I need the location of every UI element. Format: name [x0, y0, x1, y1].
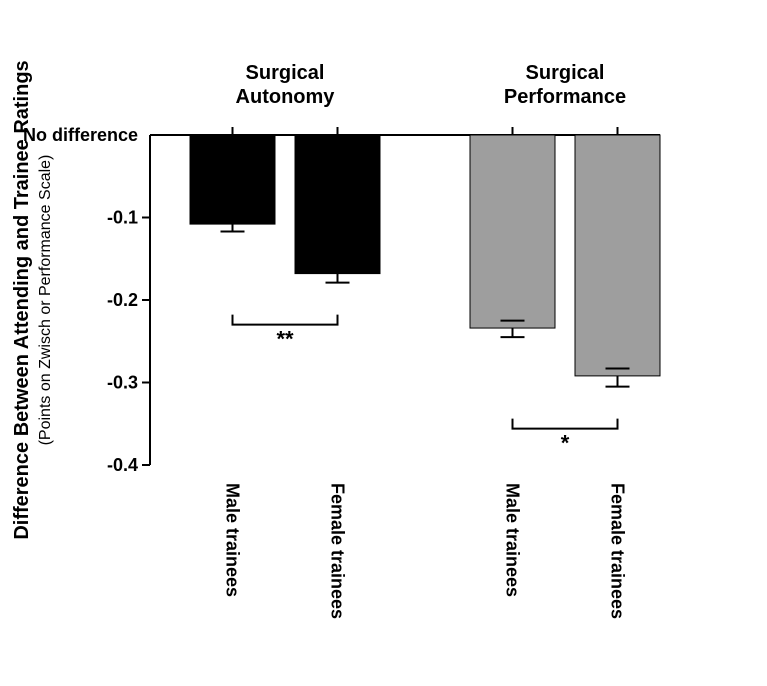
y-tick-label: -0.4 [107, 455, 138, 475]
bar [295, 135, 380, 274]
significance-label: ** [276, 327, 294, 352]
x-category-label: Male trainees [223, 483, 243, 597]
bar [190, 135, 275, 224]
y-axis-title-sub: (Points on Zwisch or Performance Scale) [37, 155, 54, 446]
group-title: Surgical [526, 62, 605, 84]
significance-bracket [233, 315, 338, 325]
bar-chart: Difference Between Attending and Trainee… [0, 0, 767, 686]
significance-label: * [561, 431, 570, 456]
y-tick-label: -0.3 [107, 373, 138, 393]
bar [470, 135, 555, 328]
y-tick-label: -0.2 [107, 290, 138, 310]
group-title: Surgical [246, 62, 325, 84]
x-category-label: Female trainees [608, 483, 628, 619]
group-title: Performance [504, 86, 626, 108]
x-category-label: Female trainees [328, 483, 348, 619]
no-difference-label: No difference [23, 125, 138, 145]
bar [575, 135, 660, 376]
x-category-label: Male trainees [503, 483, 523, 597]
y-tick-label: -0.1 [107, 208, 138, 228]
significance-bracket [513, 419, 618, 429]
group-title: Autonomy [236, 86, 336, 108]
